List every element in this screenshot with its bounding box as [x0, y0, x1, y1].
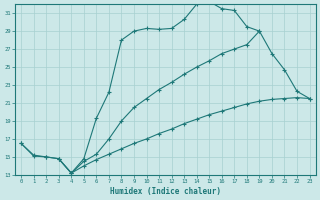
X-axis label: Humidex (Indice chaleur): Humidex (Indice chaleur): [110, 187, 221, 196]
